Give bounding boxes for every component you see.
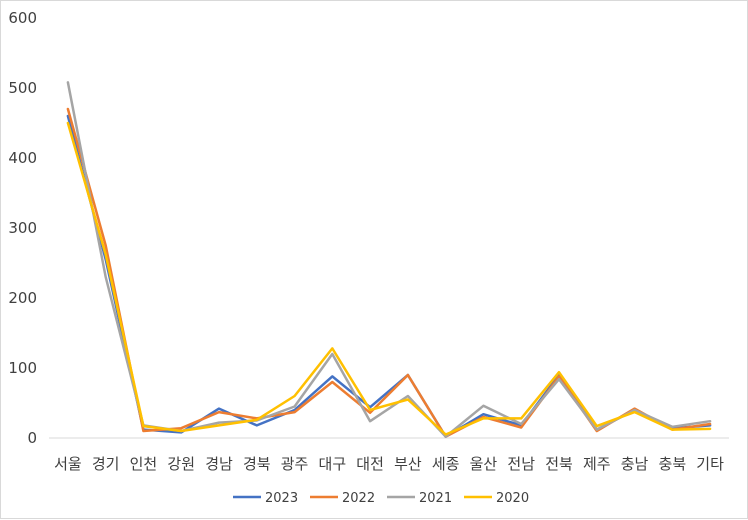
series-line-2020 bbox=[66, 121, 712, 436]
y-tick-label: 100 bbox=[8, 359, 37, 377]
series-line-2022 bbox=[66, 107, 712, 438]
legend-label: 2022 bbox=[342, 491, 375, 506]
y-tick-label: 500 bbox=[8, 79, 37, 97]
legend-label: 2023 bbox=[265, 491, 298, 506]
y-tick-label: 200 bbox=[8, 289, 37, 307]
x-category-label: 경남 bbox=[205, 455, 233, 473]
x-category-label: 인천 bbox=[130, 455, 158, 473]
series-line-2021 bbox=[66, 81, 712, 438]
legend-label: 2021 bbox=[419, 491, 452, 506]
x-category-label: 서울 bbox=[54, 455, 82, 473]
x-category-label: 제주 bbox=[583, 455, 611, 473]
x-category-label: 전북 bbox=[545, 455, 573, 473]
x-category-label: 전남 bbox=[507, 455, 535, 473]
x-category-label: 대구 bbox=[319, 455, 347, 473]
y-tick-label: 0 bbox=[27, 429, 37, 447]
x-category-label: 세종 bbox=[432, 455, 460, 473]
x-category-label: 대전 bbox=[356, 455, 384, 473]
axis-layer: 0 100 200 300 400 500 600 서울 경기 인천 강원 경남 경북 광주 대구 대전 부산 세… bbox=[8, 9, 729, 473]
y-tick-label: 300 bbox=[8, 219, 37, 237]
x-category-label: 기타 bbox=[696, 455, 724, 473]
series-line-2023 bbox=[66, 114, 712, 438]
x-category-label: 경기 bbox=[92, 455, 120, 473]
x-category-label: 경북 bbox=[243, 455, 271, 473]
x-category-label: 충북 bbox=[659, 455, 687, 473]
x-category-label: 충남 bbox=[621, 455, 649, 473]
x-category-label: 강원 bbox=[167, 455, 195, 473]
legend-label: 2020 bbox=[496, 491, 529, 506]
x-category-label: 광주 bbox=[281, 455, 309, 473]
legend: 2023 2022 2021 2020 bbox=[233, 491, 529, 506]
x-category-label: 울산 bbox=[470, 455, 498, 473]
y-tick-label: 600 bbox=[8, 9, 37, 27]
x-category-label: 부산 bbox=[394, 455, 422, 473]
series-layer bbox=[66, 81, 712, 438]
y-tick-label: 400 bbox=[8, 149, 37, 167]
